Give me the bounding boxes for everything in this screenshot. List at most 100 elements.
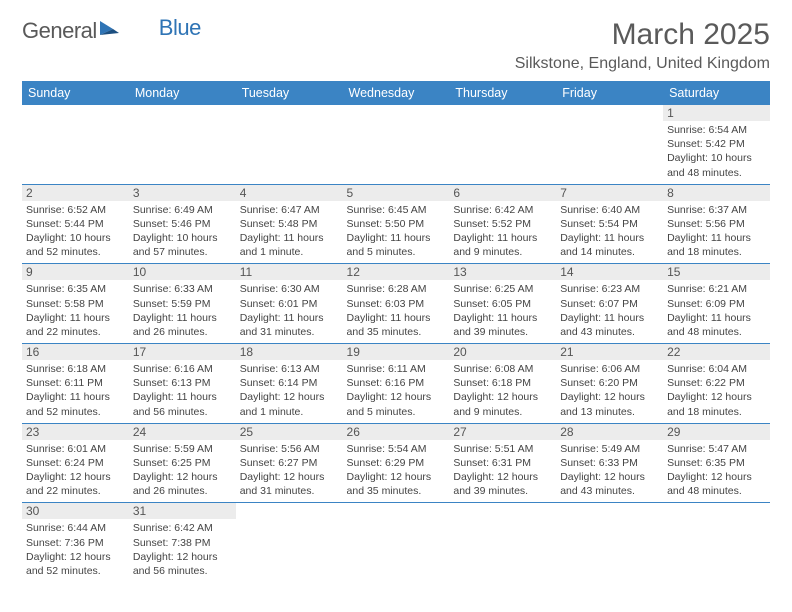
day-info: Sunrise: 6:18 AMSunset: 6:11 PMDaylight:… <box>26 362 125 419</box>
day-number: 8 <box>663 185 770 201</box>
day-info: Sunrise: 6:54 AMSunset: 5:42 PMDaylight:… <box>667 123 766 180</box>
sunrise-text: Sunrise: 6:28 AM <box>347 282 446 296</box>
day-info: Sunrise: 5:47 AMSunset: 6:35 PMDaylight:… <box>667 442 766 499</box>
day-info: Sunrise: 6:49 AMSunset: 5:46 PMDaylight:… <box>133 203 232 260</box>
calendar-day-cell <box>663 503 770 582</box>
day-info: Sunrise: 6:42 AMSunset: 5:52 PMDaylight:… <box>453 203 552 260</box>
day-info: Sunrise: 5:56 AMSunset: 6:27 PMDaylight:… <box>240 442 339 499</box>
daylight-text: Daylight: 12 hours and 26 minutes. <box>133 470 232 498</box>
calendar-day-cell: 16Sunrise: 6:18 AMSunset: 6:11 PMDayligh… <box>22 344 129 424</box>
day-number: 15 <box>663 264 770 280</box>
day-info: Sunrise: 5:51 AMSunset: 6:31 PMDaylight:… <box>453 442 552 499</box>
title-block: March 2025 Silkstone, England, United Ki… <box>515 18 770 73</box>
day-info: Sunrise: 6:08 AMSunset: 6:18 PMDaylight:… <box>453 362 552 419</box>
weekday-header: Monday <box>129 81 236 105</box>
calendar-day-cell <box>556 105 663 184</box>
sunset-text: Sunset: 6:31 PM <box>453 456 552 470</box>
sunset-text: Sunset: 5:50 PM <box>347 217 446 231</box>
day-info: Sunrise: 6:04 AMSunset: 6:22 PMDaylight:… <box>667 362 766 419</box>
sunset-text: Sunset: 6:03 PM <box>347 297 446 311</box>
calendar-day-cell <box>343 503 450 582</box>
day-number: 13 <box>449 264 556 280</box>
day-info: Sunrise: 6:06 AMSunset: 6:20 PMDaylight:… <box>560 362 659 419</box>
daylight-text: Daylight: 12 hours and 1 minute. <box>240 390 339 418</box>
day-info: Sunrise: 6:30 AMSunset: 6:01 PMDaylight:… <box>240 282 339 339</box>
day-info: Sunrise: 6:52 AMSunset: 5:44 PMDaylight:… <box>26 203 125 260</box>
weekday-header: Sunday <box>22 81 129 105</box>
daylight-text: Daylight: 11 hours and 35 minutes. <box>347 311 446 339</box>
sunrise-text: Sunrise: 6:44 AM <box>26 521 125 535</box>
day-info: Sunrise: 6:35 AMSunset: 5:58 PMDaylight:… <box>26 282 125 339</box>
weekday-header: Tuesday <box>236 81 343 105</box>
sunrise-text: Sunrise: 5:54 AM <box>347 442 446 456</box>
sunset-text: Sunset: 5:42 PM <box>667 137 766 151</box>
sunrise-text: Sunrise: 6:47 AM <box>240 203 339 217</box>
sunrise-text: Sunrise: 6:01 AM <box>26 442 125 456</box>
day-number: 24 <box>129 424 236 440</box>
daylight-text: Daylight: 11 hours and 43 minutes. <box>560 311 659 339</box>
day-info: Sunrise: 6:13 AMSunset: 6:14 PMDaylight:… <box>240 362 339 419</box>
daylight-text: Daylight: 11 hours and 1 minute. <box>240 231 339 259</box>
calendar-day-cell <box>22 105 129 184</box>
day-info: Sunrise: 6:28 AMSunset: 6:03 PMDaylight:… <box>347 282 446 339</box>
weekday-header: Thursday <box>449 81 556 105</box>
day-info: Sunrise: 6:47 AMSunset: 5:48 PMDaylight:… <box>240 203 339 260</box>
calendar-day-cell: 20Sunrise: 6:08 AMSunset: 6:18 PMDayligh… <box>449 344 556 424</box>
sunrise-text: Sunrise: 6:16 AM <box>133 362 232 376</box>
calendar-day-cell: 21Sunrise: 6:06 AMSunset: 6:20 PMDayligh… <box>556 344 663 424</box>
calendar-week-row: 2 Sunrise: 6:52 AMSunset: 5:44 PMDaylight… <box>22 184 770 264</box>
day-number: 18 <box>236 344 343 360</box>
sunrise-text: Sunrise: 5:56 AM <box>240 442 339 456</box>
sunset-text: Sunset: 6:09 PM <box>667 297 766 311</box>
sunrise-text: Sunrise: 6:54 AM <box>667 123 766 137</box>
daylight-text: Daylight: 10 hours and 57 minutes. <box>133 231 232 259</box>
calendar-day-cell: 29 Sunrise: 5:47 AMSunset: 6:35 PMDayligh… <box>663 423 770 503</box>
calendar-day-cell <box>449 105 556 184</box>
calendar-week-row: 16Sunrise: 6:18 AMSunset: 6:11 PMDayligh… <box>22 344 770 424</box>
day-info: Sunrise: 6:44 AMSunset: 7:36 PMDaylight:… <box>26 521 125 578</box>
sunset-text: Sunset: 6:16 PM <box>347 376 446 390</box>
calendar-day-cell: 31Sunrise: 6:42 AMSunset: 7:38 PMDayligh… <box>129 503 236 582</box>
sunset-text: Sunset: 5:58 PM <box>26 297 125 311</box>
sunset-text: Sunset: 5:59 PM <box>133 297 232 311</box>
sunset-text: Sunset: 6:13 PM <box>133 376 232 390</box>
sunset-text: Sunset: 5:56 PM <box>667 217 766 231</box>
day-number: 26 <box>343 424 450 440</box>
calendar-day-cell: 15Sunrise: 6:21 AMSunset: 6:09 PMDayligh… <box>663 264 770 344</box>
day-info: Sunrise: 5:49 AMSunset: 6:33 PMDaylight:… <box>560 442 659 499</box>
daylight-text: Daylight: 11 hours and 52 minutes. <box>26 390 125 418</box>
daylight-text: Daylight: 11 hours and 26 minutes. <box>133 311 232 339</box>
sunset-text: Sunset: 6:22 PM <box>667 376 766 390</box>
sunset-text: Sunset: 5:52 PM <box>453 217 552 231</box>
daylight-text: Daylight: 12 hours and 9 minutes. <box>453 390 552 418</box>
day-info: Sunrise: 6:37 AMSunset: 5:56 PMDaylight:… <box>667 203 766 260</box>
calendar-day-cell <box>556 503 663 582</box>
calendar-week-row: 30Sunrise: 6:44 AMSunset: 7:36 PMDayligh… <box>22 503 770 582</box>
sunset-text: Sunset: 6:20 PM <box>560 376 659 390</box>
daylight-text: Daylight: 11 hours and 22 minutes. <box>26 311 125 339</box>
sunset-text: Sunset: 6:07 PM <box>560 297 659 311</box>
calendar-day-cell: 6Sunrise: 6:42 AMSunset: 5:52 PMDaylight… <box>449 184 556 264</box>
daylight-text: Daylight: 11 hours and 56 minutes. <box>133 390 232 418</box>
day-number: 9 <box>22 264 129 280</box>
day-info: Sunrise: 6:40 AMSunset: 5:54 PMDaylight:… <box>560 203 659 260</box>
calendar-day-cell: 1Sunrise: 6:54 AMSunset: 5:42 PMDaylight… <box>663 105 770 184</box>
calendar-day-cell: 19Sunrise: 6:11 AMSunset: 6:16 PMDayligh… <box>343 344 450 424</box>
logo: General Blue <box>22 18 201 44</box>
daylight-text: Daylight: 11 hours and 48 minutes. <box>667 311 766 339</box>
sunset-text: Sunset: 5:44 PM <box>26 217 125 231</box>
day-number: 29 <box>663 424 770 440</box>
day-number: 17 <box>129 344 236 360</box>
weekday-header: Friday <box>556 81 663 105</box>
sunrise-text: Sunrise: 6:13 AM <box>240 362 339 376</box>
daylight-text: Daylight: 12 hours and 35 minutes. <box>347 470 446 498</box>
sunset-text: Sunset: 7:36 PM <box>26 536 125 550</box>
logo-text-general: General <box>22 18 97 44</box>
page-title: March 2025 <box>515 18 770 51</box>
sunset-text: Sunset: 6:05 PM <box>453 297 552 311</box>
flag-icon <box>99 18 121 44</box>
calendar-day-cell: 9 Sunrise: 6:35 AMSunset: 5:58 PMDaylight… <box>22 264 129 344</box>
weekday-header: Wednesday <box>343 81 450 105</box>
day-number: 2 <box>22 185 129 201</box>
sunrise-text: Sunrise: 6:06 AM <box>560 362 659 376</box>
